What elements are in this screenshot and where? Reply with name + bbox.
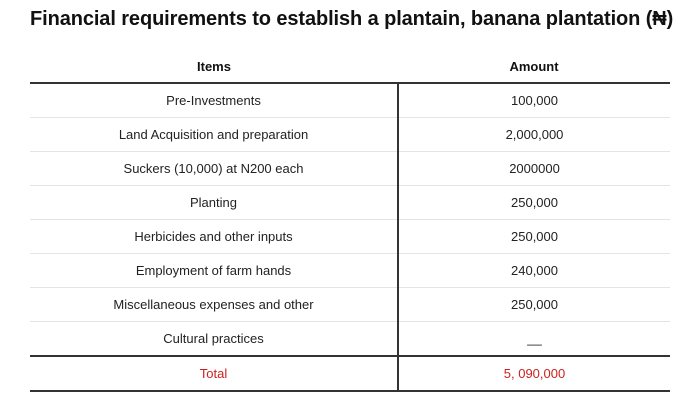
table-row: Suckers (10,000) at N200 each 2000000 [30, 151, 670, 186]
table-row: Pre-Investments 100,000 [30, 83, 670, 118]
item-cell: Herbicides and other inputs [30, 219, 399, 254]
table-row: Herbicides and other inputs 250,000 [30, 219, 670, 254]
item-cell: Suckers (10,000) at N200 each [30, 151, 399, 186]
amount-cell: 250,000 [398, 185, 670, 220]
table-footer: Total 5, 090,000 [30, 356, 670, 392]
amount-cell: 2000000 [398, 151, 670, 186]
amount-cell: 240,000 [398, 253, 670, 288]
financial-requirements-table-container: Items Amount Pre-Investments 100,000 Lan… [30, 50, 670, 392]
table-row: Miscellaneous expenses and other 250,000 [30, 287, 670, 322]
table-header: Items Amount [30, 50, 670, 84]
header-row: Items Amount [30, 50, 670, 84]
amount-cell: 100,000 [398, 83, 670, 118]
column-header-items: Items [30, 50, 398, 84]
amount-cell: 2,000,000 [398, 117, 670, 152]
table-body: Pre-Investments 100,000 Land Acquisition… [30, 83, 670, 357]
total-amount: 5, 090,000 [398, 356, 670, 392]
table-row: Employment of farm hands 240,000 [30, 253, 670, 288]
item-cell: Planting [30, 185, 399, 220]
amount-cell: 250,000 [398, 219, 670, 254]
total-label: Total [30, 356, 399, 392]
total-row: Total 5, 090,000 [30, 356, 670, 392]
table-row: Land Acquisition and preparation 2,000,0… [30, 117, 670, 152]
item-cell: Cultural practices [30, 321, 399, 357]
financial-requirements-table: Items Amount Pre-Investments 100,000 Lan… [30, 50, 670, 392]
amount-cell: 250,000 [398, 287, 670, 322]
item-cell: Pre-Investments [30, 83, 399, 118]
table-row: Cultural practices __ [30, 321, 670, 357]
column-header-amount: Amount [398, 50, 670, 84]
table-row: Planting 250,000 [30, 185, 670, 220]
item-cell: Employment of farm hands [30, 253, 399, 288]
item-cell: Land Acquisition and preparation [30, 117, 399, 152]
page-title: Financial requirements to establish a pl… [30, 8, 674, 30]
item-cell: Miscellaneous expenses and other [30, 287, 399, 322]
amount-cell: __ [398, 321, 670, 357]
